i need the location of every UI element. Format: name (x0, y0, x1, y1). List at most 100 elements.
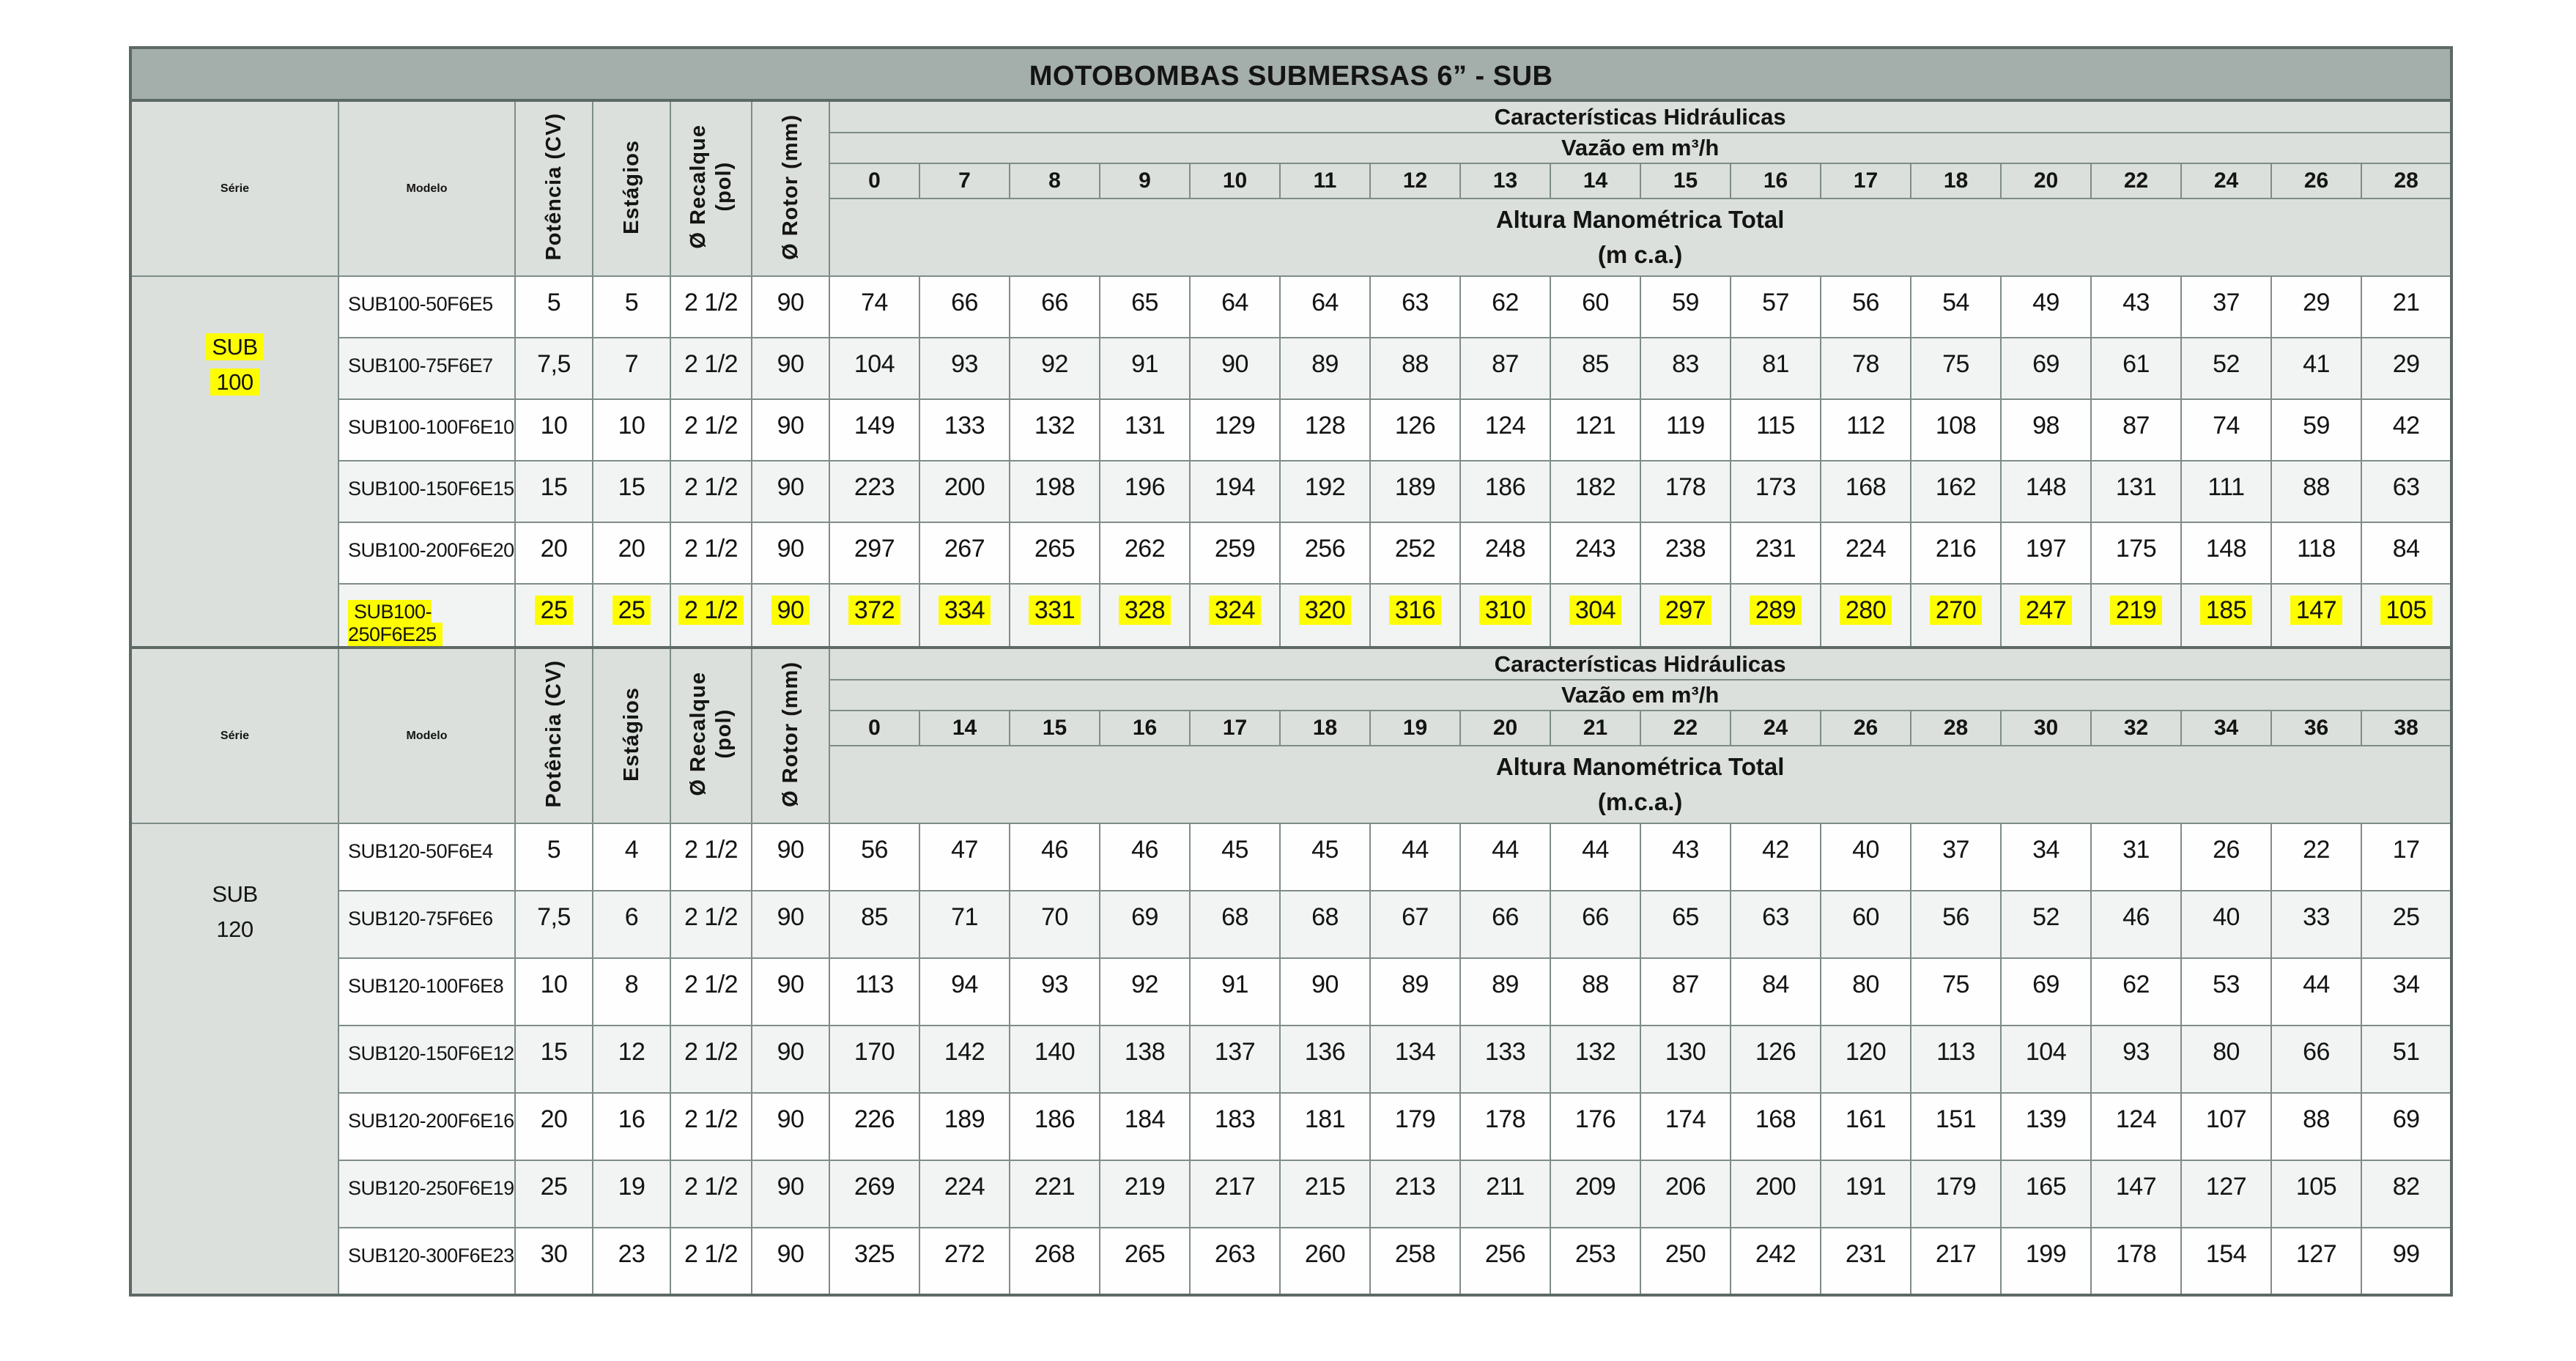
flow-col-header: 34 (2180, 710, 2272, 746)
modelo-cell: SUB120-100F6E8 (338, 957, 516, 1026)
modelo-cell: SUB120-200F6E16 (338, 1092, 516, 1161)
altura-value-cell: 197 (2000, 522, 2092, 585)
altura-value-cell: 139 (2000, 1092, 2092, 1161)
potencia-vertical-label: Potência (CV) (541, 113, 566, 261)
altura-value-cell: 104 (2000, 1025, 2092, 1094)
recalque-cell: 2 1/2 (670, 275, 752, 338)
altura-value-cell: 108 (1910, 398, 2002, 461)
flow-col-header: 11 (1279, 163, 1371, 199)
altura-value-cell: 118 (2270, 522, 2362, 585)
altura-value-cell: 148 (2180, 522, 2272, 585)
altura-value-cell: 56 (1820, 275, 1911, 338)
recalque-cell: 2 1/2 (670, 398, 752, 461)
altura-value-cell: 200 (1730, 1160, 1821, 1228)
rotor-cell: 90 (751, 1092, 830, 1161)
altura-value-cell: 272 (919, 1227, 1010, 1296)
flow-col-header: 18 (1910, 163, 2002, 199)
highlight-mark: 280 (1839, 596, 1892, 625)
altura-value-cell: 224 (919, 1160, 1010, 1228)
altura-value-cell: 213 (1369, 1160, 1461, 1228)
flow-col-header: 0 (829, 710, 920, 746)
highlight-mark: 372 (848, 596, 901, 625)
altura-value-cell: 65 (1640, 890, 1731, 959)
recalque-cell: 2 1/2 (670, 583, 752, 648)
altura-value-cell: 68 (1189, 890, 1281, 959)
estagios-cell: 4 (592, 823, 671, 891)
serie-column-header: Série (130, 100, 339, 277)
highlight-mark: 289 (1749, 596, 1802, 625)
altura-value-cell: 217 (1189, 1160, 1281, 1228)
altura-value-cell: 113 (829, 957, 920, 1026)
altura-value-cell: 128 (1279, 398, 1371, 461)
altura-value-cell: 42 (2360, 398, 2453, 461)
flow-col-header: 24 (1730, 710, 1821, 746)
altura-value-cell: 247 (2000, 583, 2092, 648)
altura-value-cell: 98 (2000, 398, 2092, 461)
altura-value-cell: 115 (1730, 398, 1821, 461)
altura-value-cell: 175 (2090, 522, 2182, 585)
altura-value-cell: 183 (1189, 1092, 1281, 1161)
flow-col-header: 12 (1369, 163, 1461, 199)
flow-col-header: 16 (1730, 163, 1821, 199)
altura-value-cell: 147 (2090, 1160, 2182, 1228)
flow-col-header: 20 (1459, 710, 1551, 746)
altura-value-cell: 64 (1189, 275, 1281, 338)
altura-value-cell: 248 (1459, 522, 1551, 585)
altura-value-cell: 316 (1369, 583, 1461, 648)
highlight-mark: 25 (534, 596, 574, 625)
altura-unit-2: (m.c.a.) (1597, 788, 1683, 815)
potencia-cell: 5 (514, 275, 593, 338)
highlight-mark: 328 (1118, 596, 1172, 625)
altura-value-cell: 185 (2180, 583, 2272, 648)
altura-value-cell: 46 (1099, 823, 1191, 891)
highlight-mark: 310 (1478, 596, 1532, 625)
altura-value-cell: 186 (1459, 460, 1551, 523)
potencia-column-header-2: Potência (CV) (514, 646, 593, 824)
altura-value-cell: 269 (829, 1160, 920, 1228)
altura-value-cell: 221 (1009, 1160, 1100, 1228)
altura-value-cell: 148 (2000, 460, 2092, 523)
altura-value-cell: 105 (2360, 583, 2453, 648)
altura-value-cell: 44 (1369, 823, 1461, 891)
recalque-cell: 2 1/2 (670, 823, 752, 891)
altura-value-cell: 59 (1640, 275, 1731, 338)
altura-value-cell: 67 (1369, 890, 1461, 959)
altura-value-cell: 168 (1820, 460, 1911, 523)
pump-row: SUB120-250F6E19 25 19 2 1/2 90 269 224 221 219 21… (130, 1160, 2453, 1228)
rotor-cell: 90 (751, 1025, 830, 1094)
altura-value-cell: 66 (2270, 1025, 2362, 1094)
altura-value-cell: 226 (829, 1092, 920, 1161)
estagios-cell: 8 (592, 957, 671, 1026)
altura-value-cell: 90 (1189, 337, 1281, 400)
recalque-cell: 2 1/2 (670, 890, 752, 959)
flow-col-header: 14 (1550, 163, 1641, 199)
altura-value-cell: 200 (919, 460, 1010, 523)
altura-value-cell: 68 (1279, 890, 1371, 959)
altura-value-cell: 179 (1910, 1160, 2002, 1228)
potencia-cell: 7,5 (514, 337, 593, 400)
altura-value-cell: 262 (1099, 522, 1191, 585)
altura-value-cell: 37 (1910, 823, 2002, 891)
altura-value-cell: 154 (2180, 1227, 2272, 1296)
highlight-mark: SUB (206, 333, 264, 360)
altura-value-cell: 92 (1009, 337, 1100, 400)
altura-value-cell: 176 (1550, 1092, 1641, 1161)
altura-value-cell: 53 (2180, 957, 2272, 1026)
altura-value-cell: 289 (1730, 583, 1821, 648)
altura-value-cell: 91 (1099, 337, 1191, 400)
modelo-cell: SUB100-250F6E25 (338, 583, 516, 648)
pump-row: SUB120-200F6E16 20 16 2 1/2 90 226 189 186 184 18… (130, 1092, 2453, 1161)
altura-value-cell: 44 (2270, 957, 2362, 1026)
sub100-body: SUB 100 SUB100-50F6E5 5 5 2 1/2 90 74 66 66 65 64 64… (130, 275, 2453, 648)
potencia-cell: 30 (514, 1227, 593, 1296)
pump-row: SUB100-250F6E25 25 25 2 1/2 90 372 334 331 328 32… (130, 583, 2453, 648)
altura-value-cell: 132 (1009, 398, 1100, 461)
altura-value-cell: 78 (1820, 337, 1911, 400)
highlight-mark: 147 (2290, 596, 2343, 625)
estagios-cell: 6 (592, 890, 671, 959)
altura-value-cell: 66 (1550, 890, 1641, 959)
flow-col-header: 0 (829, 163, 920, 199)
estagios-cell: 19 (592, 1160, 671, 1228)
altura-value-cell: 52 (2000, 890, 2092, 959)
